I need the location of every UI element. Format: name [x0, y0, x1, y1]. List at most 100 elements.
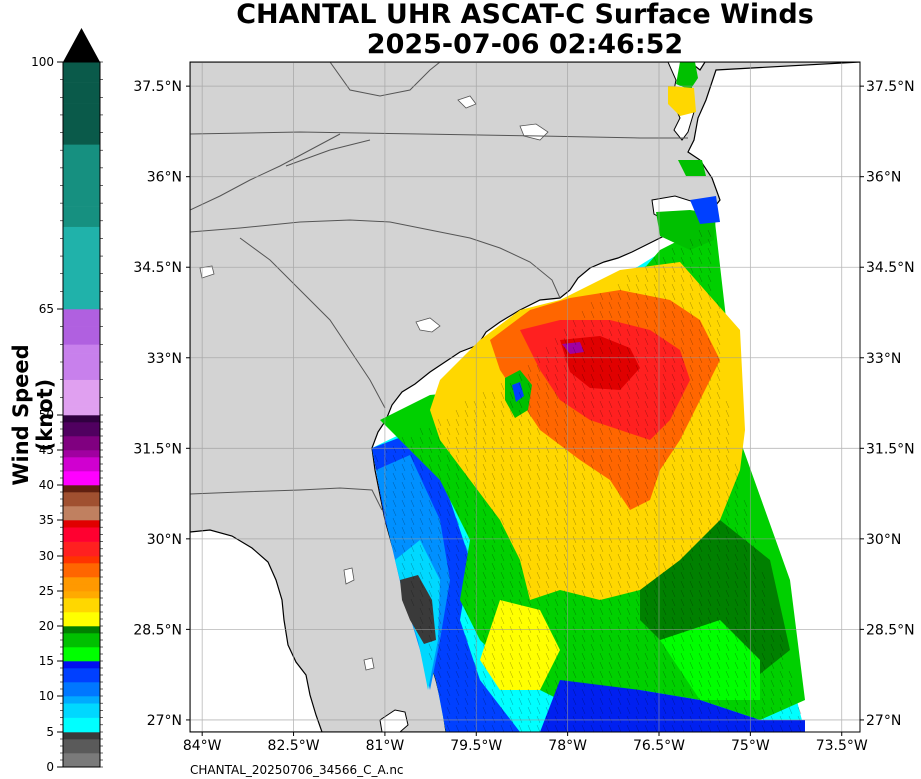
wind-barb: [554, 445, 559, 454]
wind-barb: [653, 346, 658, 355]
wind-barb: [743, 562, 748, 571]
wind-barb: [734, 562, 739, 571]
wind-barb: [680, 679, 685, 688]
wind-barb: [662, 562, 667, 571]
wind-barb: [707, 409, 712, 418]
wind-barb: [617, 553, 622, 562]
wind-barb: [626, 589, 631, 598]
wind-barb: [527, 472, 532, 481]
wind-barb: [383, 445, 388, 454]
wind-barb: [671, 535, 676, 544]
wind-barb: [536, 679, 541, 688]
wind-barb: [455, 589, 460, 598]
wind-barb: [716, 472, 721, 481]
wind-barb: [608, 634, 613, 643]
wind-barb: [527, 508, 532, 517]
wind-barb: [563, 445, 568, 454]
wind-barb: [509, 391, 514, 400]
wind-barb: [698, 310, 703, 319]
wind-barb: [545, 697, 550, 706]
wind-barb: [743, 661, 748, 670]
colorbar-tick-label: 5: [46, 725, 54, 739]
wind-barb: [671, 652, 676, 661]
wind-barb: [626, 472, 631, 481]
wind-barb: [653, 337, 658, 346]
wind-barb: [482, 526, 487, 535]
wind-barb: [752, 724, 757, 732]
wind-barb: [419, 481, 424, 490]
wind-barb: [689, 301, 694, 310]
wind-barb: [689, 553, 694, 562]
wind-barb: [491, 436, 496, 445]
wind-barb: [689, 247, 694, 256]
wind-barb: [599, 544, 604, 553]
wind-barb: [599, 607, 604, 616]
wind-barb: [401, 544, 406, 553]
colorbar-swatch: [63, 379, 100, 389]
wind-barb: [563, 724, 568, 732]
wind-barb: [644, 310, 649, 319]
wind-barb: [761, 697, 766, 706]
wind-barb: [518, 472, 523, 481]
wind-barb: [590, 328, 595, 337]
wind-barb: [401, 463, 406, 472]
wind-barb: [644, 499, 649, 508]
wind-barb: [482, 715, 487, 724]
wind-barb: [527, 679, 532, 688]
wind-barb: [446, 571, 451, 580]
wind-barb: [707, 337, 712, 346]
wind-barb: [581, 652, 586, 661]
wind-barb: [671, 589, 676, 598]
wind-barb: [635, 508, 640, 517]
wind-barb: [662, 463, 667, 472]
wind-barb: [572, 364, 577, 373]
colorbar-swatch: [63, 388, 100, 398]
wind-barb: [689, 427, 694, 436]
wind-barb: [626, 580, 631, 589]
wind-barb: [680, 643, 685, 652]
wind-barb: [554, 382, 559, 391]
colorbar-swatch: [63, 626, 100, 634]
wind-barb: [680, 274, 685, 283]
wind-barb: [608, 724, 613, 732]
wind-barb: [689, 508, 694, 517]
wind-barb: [707, 355, 712, 364]
wind-barb: [707, 346, 712, 355]
wind-barb: [581, 445, 586, 454]
colorbar-swatch: [63, 513, 100, 521]
wind-barb: [653, 481, 658, 490]
wind-barb: [509, 445, 514, 454]
wind-barb: [572, 436, 577, 445]
wind-barb: [662, 688, 667, 697]
wind-barb: [554, 364, 559, 373]
wind-barb: [779, 661, 784, 670]
wind-barb: [464, 724, 469, 732]
wind-barb: [626, 481, 631, 490]
wind-barb: [491, 670, 496, 679]
wind-barb: [653, 715, 658, 724]
wind-barb: [410, 454, 415, 463]
wind-barb: [500, 454, 505, 463]
wind-barb: [689, 544, 694, 553]
wind-barb: [536, 724, 541, 732]
wind-barb: [653, 463, 658, 472]
wind-barb: [635, 652, 640, 661]
wind-barb: [725, 688, 730, 697]
wind-barb: [410, 526, 415, 535]
wind-barb: [752, 634, 757, 643]
wind-barb: [572, 580, 577, 589]
wind-barb: [599, 589, 604, 598]
wind-barb: [590, 445, 595, 454]
chart-title: CHANTAL UHR ASCAT-C Surface Winds: [236, 0, 814, 30]
wind-barb: [626, 400, 631, 409]
colorbar-tick-label: 10: [39, 689, 54, 703]
wind-barb: [680, 355, 685, 364]
wind-barb: [671, 319, 676, 328]
wind-barb: [599, 652, 604, 661]
wind-barb: [563, 355, 568, 364]
colorbar-tick-label: 35: [39, 513, 54, 527]
wind-barb: [518, 436, 523, 445]
wind-barb: [491, 598, 496, 607]
colorbar-tick-label: 65: [39, 302, 54, 316]
wind-barb: [536, 508, 541, 517]
